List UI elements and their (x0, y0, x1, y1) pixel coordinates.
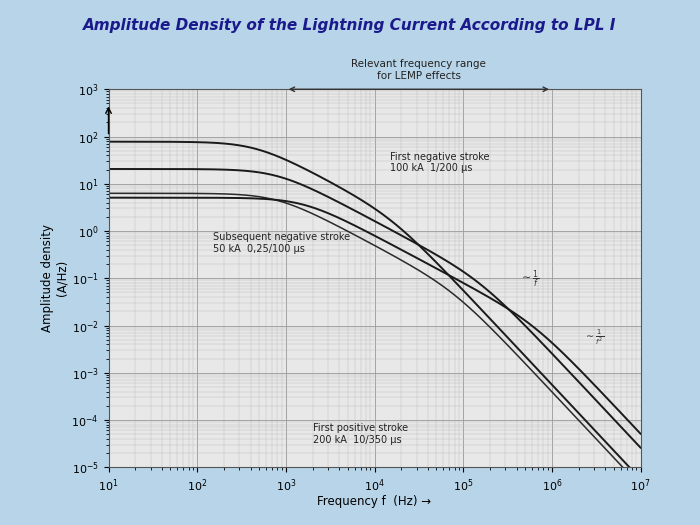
Text: $\sim\frac{1}{f}$: $\sim\frac{1}{f}$ (519, 269, 539, 290)
Text: First positive stroke
200 kA  10/350 μs: First positive stroke 200 kA 10/350 μs (312, 424, 407, 445)
Y-axis label: Amplitude density
(A/Hz): Amplitude density (A/Hz) (41, 224, 69, 332)
Text: First negative stroke
100 kA  1/200 μs: First negative stroke 100 kA 1/200 μs (390, 152, 489, 173)
Text: $\sim\frac{1}{f^2}$: $\sim\frac{1}{f^2}$ (584, 328, 604, 347)
Text: Amplitude Density of the Lightning Current According to LPL I: Amplitude Density of the Lightning Curre… (83, 18, 617, 34)
Text: Relevant frequency range
for LEMP effects: Relevant frequency range for LEMP effect… (351, 59, 486, 81)
X-axis label: Frequency f  (Hz) →: Frequency f (Hz) → (317, 495, 432, 508)
Text: Subsequent negative stroke
50 kA  0,25/100 μs: Subsequent negative stroke 50 kA 0,25/10… (213, 233, 350, 254)
